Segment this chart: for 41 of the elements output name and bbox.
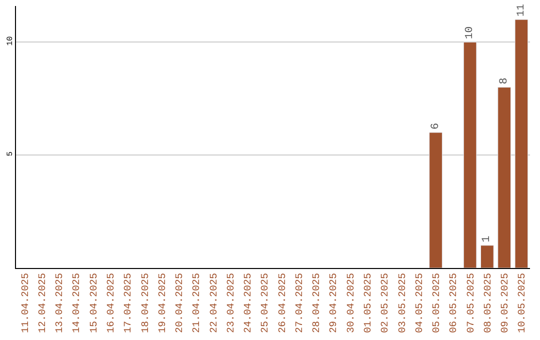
x-tick-label: 16.04.2025 — [106, 273, 118, 334]
x-tick-label: 04.05.2025 — [414, 273, 426, 334]
data-label: 11 — [515, 4, 528, 17]
x-tick-label: 18.04.2025 — [140, 273, 152, 334]
data-label: 8 — [498, 78, 510, 84]
x-tick-label: 01.05.2025 — [363, 273, 374, 334]
x-tick-label: 23.04.2025 — [226, 273, 238, 334]
x-tick-label: 21.04.2025 — [192, 273, 204, 334]
bar — [514, 19, 528, 268]
data-label: 1 — [481, 235, 494, 242]
x-tick-label: 10.05.2025 — [518, 273, 529, 334]
x-tick-label: 14.04.2025 — [72, 273, 84, 334]
x-tick-label: 24.04.2025 — [244, 273, 255, 334]
data-label: 6 — [430, 122, 442, 130]
x-tick-label: 27.04.2025 — [294, 273, 306, 334]
x-tick-label: 15.04.2025 — [89, 273, 100, 334]
x-tick-label: 22.04.2025 — [209, 273, 220, 334]
bar — [463, 42, 477, 268]
x-tick-label: 25.04.2025 — [260, 273, 272, 334]
x-tick-label: 30.04.2025 — [346, 273, 358, 334]
x-tick-label: 20.04.2025 — [175, 273, 186, 334]
bar — [480, 245, 494, 268]
x-tick-label: 26.04.2025 — [278, 273, 289, 334]
x-tick-label: 08.05.2025 — [483, 273, 494, 334]
x-tick-label: 11.04.2025 — [20, 273, 32, 334]
x-tick-label: 05.05.2025 — [432, 273, 444, 334]
x-tick-label: 12.04.2025 — [38, 273, 49, 334]
x-tick-label: 09.05.2025 — [500, 273, 512, 334]
bar — [498, 87, 511, 268]
x-tick-label: 13.04.2025 — [55, 273, 66, 334]
x-tick-label: 07.05.2025 — [466, 273, 478, 334]
x-tick-label: 19.04.2025 — [158, 273, 169, 334]
x-tick-label: 29.04.2025 — [329, 273, 340, 334]
bar — [429, 132, 442, 268]
data-label: 10 — [464, 26, 476, 40]
x-tick-label: 06.05.2025 — [449, 273, 460, 334]
x-tick-label: 02.05.2025 — [380, 273, 392, 334]
x-tick-label: 17.04.2025 — [124, 273, 135, 334]
x-tick-label: 03.05.2025 — [398, 273, 409, 334]
x-tick-label: 28.04.2025 — [312, 273, 324, 334]
y-tick-label: 5 — [6, 151, 15, 156]
